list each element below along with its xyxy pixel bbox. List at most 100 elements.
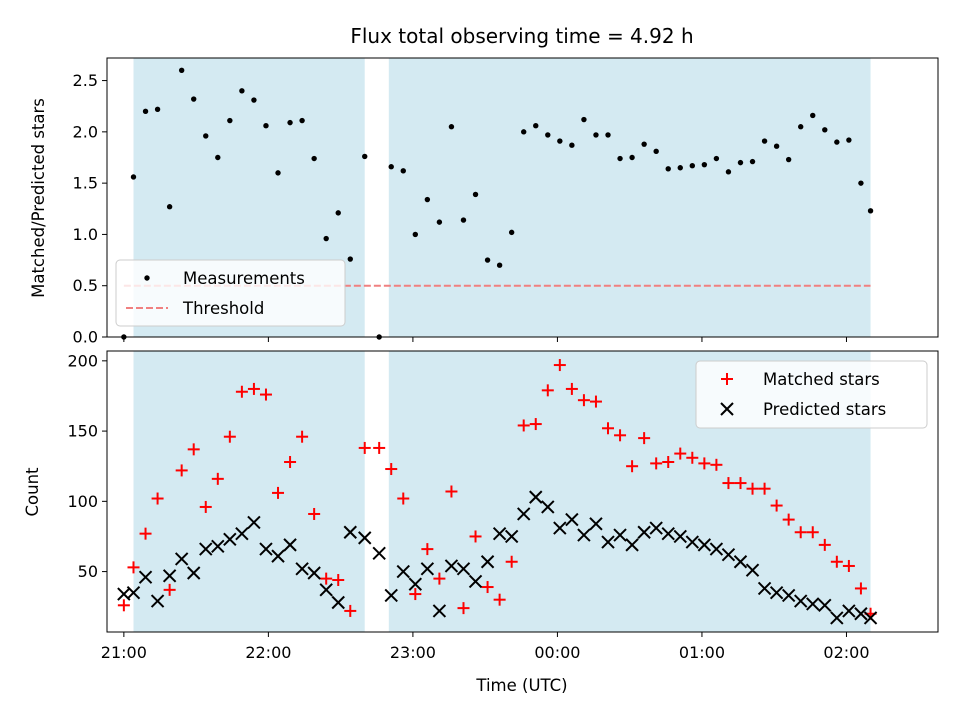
matched-stars-marker xyxy=(409,588,422,601)
matched-stars-marker xyxy=(344,604,357,617)
measurement-point xyxy=(484,257,491,263)
measurement-point xyxy=(533,122,539,129)
top-y-tick-label: 0.5 xyxy=(73,276,98,295)
measurement-point xyxy=(472,191,479,198)
predicted-stars-marker xyxy=(721,548,736,562)
predicted-stars-marker xyxy=(589,517,603,531)
measurement-point xyxy=(508,229,515,236)
legend-matched-marker xyxy=(721,373,733,385)
predicted-stars-marker xyxy=(504,529,519,544)
measurement-point xyxy=(400,168,406,174)
measurement-point xyxy=(239,88,245,94)
top-legend-box xyxy=(115,259,346,327)
predicted-stars-marker xyxy=(150,594,165,608)
matched-stars-marker xyxy=(373,441,386,454)
measurement-point xyxy=(178,67,185,74)
matched-stars-marker xyxy=(211,472,224,485)
matched-stars-marker xyxy=(734,477,747,490)
matched-stars-marker xyxy=(199,500,212,513)
predicted-stars-marker xyxy=(138,570,153,584)
top-plot-frame xyxy=(106,57,939,338)
matched-stars-marker xyxy=(433,572,446,585)
predicted-stars-marker xyxy=(295,562,309,576)
measurement-point xyxy=(593,132,599,138)
legend-threshold-label: Threshold xyxy=(182,299,264,318)
predicted-stars-marker xyxy=(625,538,639,552)
predicted-stars-marker xyxy=(757,581,772,596)
predicted-stars-marker xyxy=(384,588,398,603)
matched-stars-marker xyxy=(553,359,566,372)
measurement-point xyxy=(677,165,683,171)
measurement-point xyxy=(154,106,161,112)
measurement-point xyxy=(701,161,708,168)
bottom-x-tick-label: 23:00 xyxy=(390,643,436,662)
predicted-stars-marker xyxy=(565,512,579,527)
matched-stars-marker xyxy=(577,394,590,407)
predicted-stars-marker xyxy=(637,525,651,539)
predicted-stars-marker xyxy=(187,566,201,580)
measurement-point xyxy=(858,180,864,186)
predicted-stars-marker xyxy=(818,598,832,613)
measurement-point xyxy=(846,137,852,143)
bottom-x-tick-label: 01:00 xyxy=(679,643,725,662)
bottom-x-tick-label: 21:00 xyxy=(101,643,147,662)
top-y-axis-label: Matched/Predicted stars xyxy=(29,98,48,298)
matched-stars-marker xyxy=(421,543,434,556)
measurement-point xyxy=(388,164,394,170)
matched-stars-marker xyxy=(710,458,723,471)
legend-matched-label: Matched stars xyxy=(763,370,880,389)
measurement-point xyxy=(569,142,575,148)
predicted-stars-marker xyxy=(709,542,724,556)
predicted-stars-marker xyxy=(283,538,297,552)
measurement-point xyxy=(629,154,635,161)
predicted-stars-marker xyxy=(854,607,868,621)
predicted-stars-marker xyxy=(863,611,878,625)
bottom-legend-box xyxy=(695,360,928,429)
measurement-point xyxy=(166,204,173,210)
measurement-point xyxy=(227,117,233,124)
chart-title: Flux total observing time = 4.92 h xyxy=(350,24,693,48)
matched-stars-marker xyxy=(163,583,176,596)
matched-stars-marker xyxy=(259,388,272,401)
predicted-stars-marker xyxy=(577,528,591,542)
predicted-stars-marker xyxy=(396,564,410,579)
bottom-x-axis-label: Time (UTC) xyxy=(475,676,567,695)
matched-stars-marker xyxy=(650,457,663,470)
matched-stars-marker xyxy=(794,526,807,539)
matched-stars-marker xyxy=(175,464,188,477)
matched-stars-marker xyxy=(247,382,260,395)
measurement-point xyxy=(323,235,329,242)
top-x-axis-ticks xyxy=(123,337,847,342)
predicted-stars-marker xyxy=(331,595,345,610)
measurement-point xyxy=(521,129,527,135)
measurement-point xyxy=(798,124,804,130)
matched-stars-marker xyxy=(818,538,831,551)
predicted-stars-marker xyxy=(372,546,386,561)
measurement-point xyxy=(737,159,744,166)
predicted-stars-marker xyxy=(793,594,808,608)
predicted-stars-marker xyxy=(247,515,261,530)
shaded-interval-1 xyxy=(388,58,871,337)
predicted-stars-marker xyxy=(769,585,784,600)
matched-stars-marker xyxy=(806,526,819,539)
predicted-stars-marker xyxy=(358,531,372,545)
top-panel: 0.0 0.5 1.0 1.5 2.0 2.5 Matched/Predicted sta… xyxy=(29,57,939,347)
top-y-tick-label: 2.5 xyxy=(73,71,98,90)
predicted-stars-marker xyxy=(456,562,471,576)
matched-stars-marker xyxy=(602,422,615,435)
matched-stars-marker xyxy=(686,451,699,464)
predicted-stars-marker xyxy=(432,604,447,618)
matched-stars-marker xyxy=(151,492,164,505)
matched-stars-marker xyxy=(758,482,771,495)
predicted-stars-marker xyxy=(516,507,531,521)
top-measurement-points xyxy=(121,67,874,340)
matched-stars-marker xyxy=(614,429,627,442)
predicted-stars-marker xyxy=(211,539,225,554)
matched-stars-marker xyxy=(397,492,410,505)
predicted-stars-marker xyxy=(613,528,627,542)
measurement-point xyxy=(215,154,221,161)
bottom-y-tick-label: 200 xyxy=(67,351,98,370)
bottom-y-tick-label: 50 xyxy=(78,562,98,581)
measurement-point xyxy=(275,170,281,176)
